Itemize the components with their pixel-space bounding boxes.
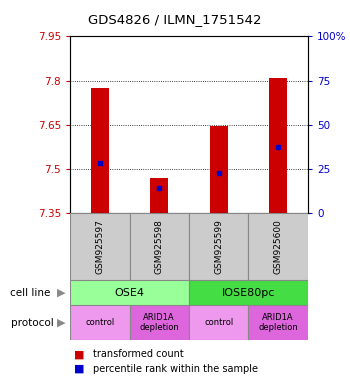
- Text: cell line: cell line: [10, 288, 51, 298]
- Text: ARID1A
depletion: ARID1A depletion: [258, 313, 298, 332]
- Text: ■: ■: [74, 349, 84, 359]
- Bar: [189, 305, 248, 340]
- Text: GSM925598: GSM925598: [155, 219, 164, 274]
- Bar: [130, 213, 189, 280]
- Bar: [189, 280, 308, 305]
- Bar: [248, 305, 308, 340]
- Text: ARID1A
depletion: ARID1A depletion: [139, 313, 179, 332]
- Text: OSE4: OSE4: [114, 288, 145, 298]
- Bar: [189, 213, 248, 280]
- Text: ▶: ▶: [57, 318, 65, 328]
- Text: ■: ■: [74, 364, 84, 374]
- Bar: [70, 213, 130, 280]
- Bar: [210, 126, 228, 213]
- Text: control: control: [204, 318, 233, 327]
- Text: protocol: protocol: [10, 318, 53, 328]
- Bar: [91, 88, 108, 213]
- Text: ▶: ▶: [57, 288, 65, 298]
- Bar: [150, 178, 168, 213]
- Text: IOSE80pc: IOSE80pc: [222, 288, 275, 298]
- Text: GSM925597: GSM925597: [95, 219, 104, 274]
- Text: GSM925600: GSM925600: [274, 219, 283, 274]
- Bar: [269, 78, 287, 213]
- Text: control: control: [85, 318, 114, 327]
- Bar: [70, 305, 130, 340]
- Bar: [130, 305, 189, 340]
- Text: percentile rank within the sample: percentile rank within the sample: [93, 364, 258, 374]
- Bar: [248, 213, 308, 280]
- Text: GDS4826 / ILMN_1751542: GDS4826 / ILMN_1751542: [88, 13, 262, 26]
- Text: transformed count: transformed count: [93, 349, 183, 359]
- Bar: [70, 280, 189, 305]
- Text: GSM925599: GSM925599: [214, 219, 223, 274]
